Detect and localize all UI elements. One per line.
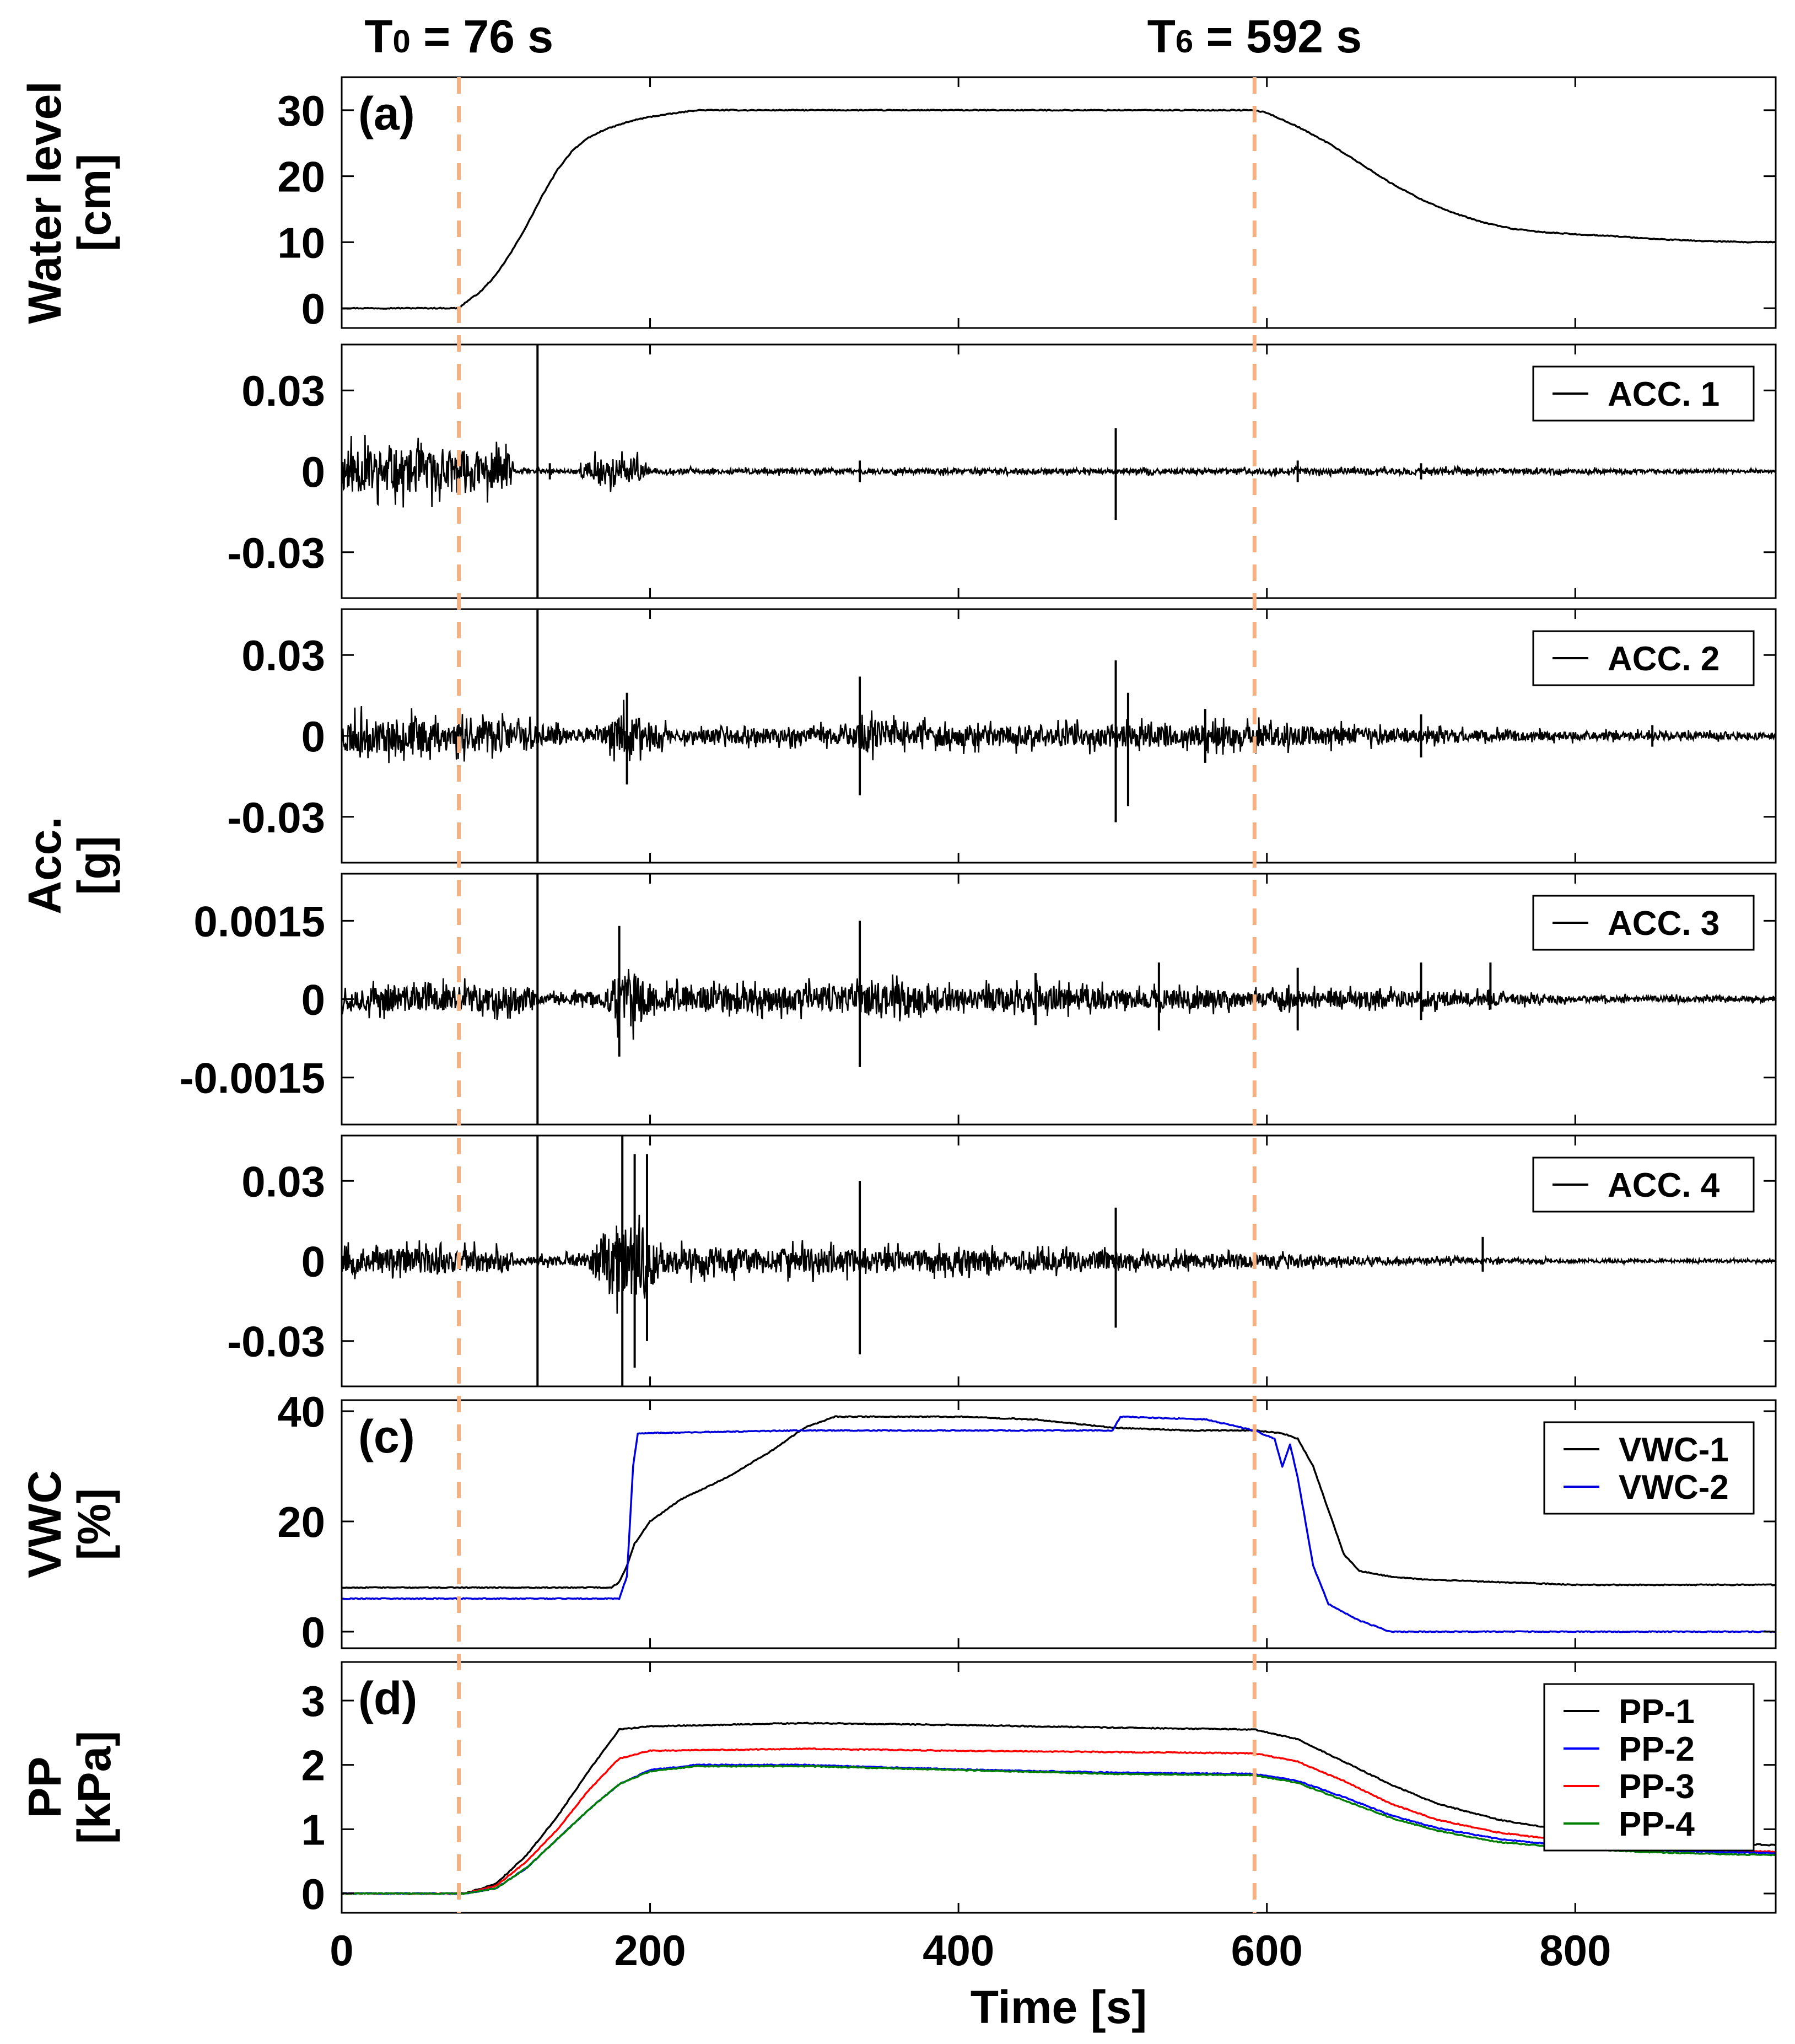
y-tick-label: 1 bbox=[301, 1805, 325, 1854]
legend-entry: PP-2 bbox=[1619, 1730, 1695, 1768]
y-tick-label: 30 bbox=[277, 87, 325, 135]
panel-label-a: (a) bbox=[358, 88, 415, 139]
legend-entry: ACC. 1 bbox=[1608, 375, 1719, 413]
y-tick-label: 0 bbox=[301, 448, 325, 496]
panel-b1: 0.03 0 -0.03 ACC. 1 bbox=[227, 343, 1777, 599]
legend-entry: PP-4 bbox=[1619, 1805, 1695, 1843]
y-tick-label: 0.03 bbox=[241, 367, 325, 415]
panel-d: 0 1 2 3 (d) PP[kPa] PP-1PP-2PP-3PP-4 bbox=[19, 1661, 1777, 1918]
y-tick-label: 2 bbox=[301, 1741, 325, 1790]
y-tick-label: 20 bbox=[277, 1498, 325, 1546]
y-axis-label-line2: [kPa] bbox=[68, 1731, 120, 1844]
y-tick-label: 0 bbox=[301, 284, 325, 333]
legend-entry: PP-3 bbox=[1619, 1768, 1695, 1806]
x-tick-label: 800 bbox=[1539, 1926, 1611, 1975]
y-tick-label: 0.03 bbox=[241, 1157, 325, 1206]
y-tick-label: 40 bbox=[277, 1387, 325, 1436]
y-axis-label-line1: Water level bbox=[19, 81, 71, 324]
y-tick-label: 0 bbox=[301, 1608, 325, 1656]
series-water-level bbox=[342, 109, 1776, 310]
annotation-t6: T6 = 592 s bbox=[1147, 10, 1362, 62]
legend-b2: ACC. 2 bbox=[1532, 630, 1755, 686]
y-tick-label: 0.03 bbox=[241, 631, 325, 680]
x-tick-label: 400 bbox=[923, 1926, 994, 1975]
series-acc-4 bbox=[342, 1214, 1776, 1314]
legend-entry: VWC-2 bbox=[1619, 1469, 1729, 1507]
x-tick-label: 600 bbox=[1231, 1926, 1303, 1975]
y-axis-label-c: VWC[%] bbox=[19, 1470, 120, 1578]
y-axis-label-d: PP[kPa] bbox=[19, 1731, 120, 1844]
y-tick-label: -0.0015 bbox=[179, 1054, 325, 1102]
y-axis-label-line2: [%] bbox=[68, 1488, 120, 1561]
y-axis-label-line1: PP bbox=[19, 1756, 71, 1818]
legend-entry: ACC. 3 bbox=[1608, 905, 1719, 943]
panel-b2: 0.03 0 -0.03 ACC. 2 bbox=[227, 608, 1777, 864]
y-axis-label-acc: Acc.[g] bbox=[19, 816, 120, 914]
plot-frame bbox=[341, 1661, 1777, 1914]
y-axis-label-line1: Acc. bbox=[19, 816, 71, 914]
series-vwc-1 bbox=[342, 1415, 1776, 1589]
y-tick-label: 0 bbox=[301, 976, 325, 1024]
series-pp-3 bbox=[342, 1747, 1776, 1895]
legend-box bbox=[1543, 1421, 1755, 1515]
legend-entry: VWC-1 bbox=[1619, 1431, 1729, 1469]
legend-d: PP-1PP-2PP-3PP-4 bbox=[1543, 1683, 1755, 1852]
series-acc-3 bbox=[342, 969, 1776, 1040]
series-pp-1 bbox=[342, 1722, 1776, 1895]
legend-b3: ACC. 3 bbox=[1532, 895, 1755, 951]
legend-entry: ACC. 2 bbox=[1608, 640, 1719, 678]
series-pp-4 bbox=[342, 1765, 1776, 1895]
panel-a: 0 10 20 30 (a) Water level[cm] bbox=[19, 76, 1777, 333]
x-axis-label: Time [s] bbox=[971, 1981, 1147, 2033]
panel-b4: 0.03 0 -0.03 ACC. 4 bbox=[227, 1134, 1777, 1387]
y-tick-label: 20 bbox=[277, 153, 325, 201]
legend-b1: ACC. 1 bbox=[1532, 365, 1755, 422]
y-tick-label: 0 bbox=[301, 712, 325, 761]
annotation-t0: T0 = 76 s bbox=[364, 10, 553, 62]
series-acc-1 bbox=[342, 434, 1776, 508]
y-tick-label: -0.03 bbox=[227, 793, 325, 842]
x-tick-label: 200 bbox=[614, 1926, 686, 1975]
y-tick-label: -0.03 bbox=[227, 529, 325, 577]
y-tick-label: 10 bbox=[277, 218, 325, 267]
legend-entry: PP-1 bbox=[1619, 1693, 1695, 1731]
y-tick-label: 0.0015 bbox=[193, 897, 325, 945]
legend-entry: ACC. 4 bbox=[1608, 1166, 1720, 1204]
y-tick-label: -0.03 bbox=[227, 1317, 325, 1366]
y-axis-label-line1: VWC bbox=[19, 1470, 71, 1578]
series-vwc-2 bbox=[342, 1415, 1776, 1633]
panel-label-c: (c) bbox=[358, 1411, 415, 1462]
panel-label-d: (d) bbox=[358, 1672, 417, 1724]
panel-b3: 0.0015 0 -0.0015 ACC. 3 bbox=[179, 873, 1777, 1126]
legend-b4: ACC. 4 bbox=[1532, 1157, 1755, 1213]
y-tick-label: 0 bbox=[301, 1238, 325, 1286]
y-axis-label-a: Water level[cm] bbox=[19, 81, 120, 324]
plot-frame bbox=[341, 1399, 1777, 1649]
y-tick-label: 3 bbox=[301, 1677, 325, 1725]
y-axis-label-line2: [cm] bbox=[68, 154, 120, 251]
x-tick-label: 0 bbox=[330, 1926, 353, 1975]
y-axis-label-line2: [g] bbox=[68, 836, 120, 895]
series-acc-2 bbox=[342, 700, 1776, 763]
y-tick-label: 0 bbox=[301, 1870, 325, 1918]
plot-frame bbox=[341, 76, 1777, 329]
